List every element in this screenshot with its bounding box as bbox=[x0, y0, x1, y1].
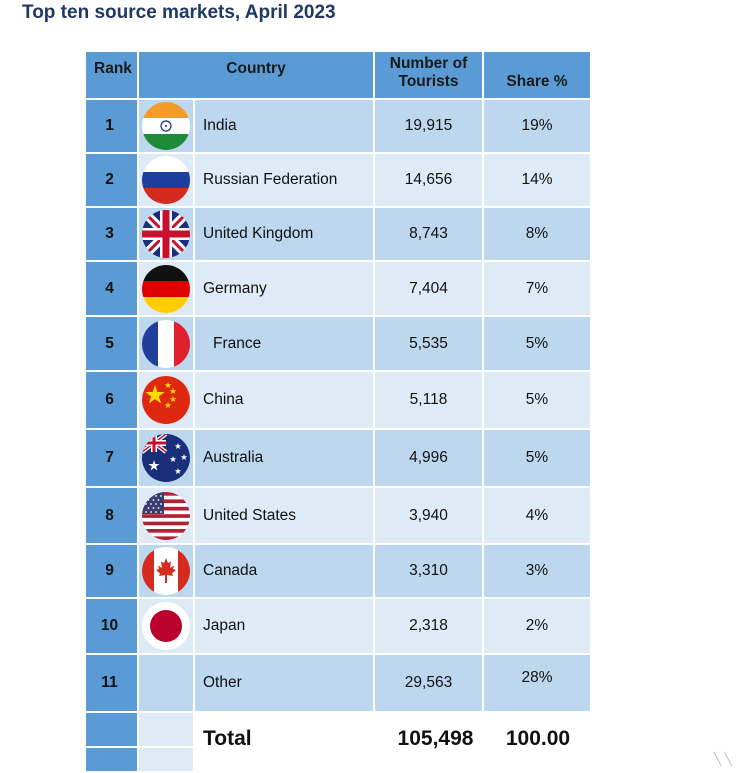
tourists-value: 4,996 bbox=[375, 430, 484, 488]
flag-cell bbox=[139, 655, 195, 713]
header-country: Country bbox=[139, 52, 375, 100]
tourists-value: 14,656 bbox=[375, 154, 484, 208]
share-value: 19% bbox=[484, 100, 592, 154]
country-name: Japan bbox=[195, 599, 375, 655]
country-name: Canada bbox=[195, 545, 375, 599]
country-name: United States bbox=[195, 488, 375, 545]
tourists-value: 5,535 bbox=[375, 317, 484, 372]
flag-cell bbox=[139, 208, 195, 262]
total-tourists: 105,498 bbox=[397, 727, 474, 750]
country-name: China bbox=[195, 372, 375, 430]
total-share: 100.00 bbox=[505, 727, 571, 750]
row-rank: 5 bbox=[86, 317, 139, 372]
flag-cell bbox=[139, 100, 195, 154]
usa-flag-icon bbox=[142, 491, 190, 540]
flag-cell bbox=[139, 262, 195, 317]
header-rank: Rank bbox=[86, 52, 139, 100]
country-name: United Kingdom bbox=[195, 208, 375, 262]
row-rank: 4 bbox=[86, 262, 139, 317]
total-rank-blank bbox=[86, 748, 139, 773]
header-tourists: Number of Tourists bbox=[375, 52, 484, 100]
tourists-value: 5,118 bbox=[375, 372, 484, 430]
country-name: Australia bbox=[195, 430, 375, 488]
flag-cell bbox=[139, 430, 195, 488]
row-rank: 8 bbox=[86, 488, 139, 545]
share-value: 28% bbox=[484, 655, 592, 713]
row-rank: 11 bbox=[86, 655, 139, 713]
tourists-value: 7,404 bbox=[375, 262, 484, 317]
row-rank: 9 bbox=[86, 545, 139, 599]
share-value: 3% bbox=[484, 545, 592, 599]
canada-flag-icon bbox=[142, 547, 190, 595]
share-value: 2% bbox=[484, 599, 592, 655]
total-flag-blank bbox=[139, 748, 195, 773]
tourists-value: 8,743 bbox=[375, 208, 484, 262]
share-value: 8% bbox=[484, 208, 592, 262]
russia-flag-icon bbox=[142, 156, 190, 204]
row-rank-spacer bbox=[86, 713, 139, 748]
uk-flag-icon bbox=[142, 210, 190, 258]
share-value: 14% bbox=[484, 154, 592, 208]
country-name: Other bbox=[195, 655, 375, 713]
row-rank: 2 bbox=[86, 154, 139, 208]
flag-cell bbox=[139, 545, 195, 599]
total-cell bbox=[195, 713, 375, 773]
source-markets-table: Rank Country Number of Tourists Share % … bbox=[86, 52, 592, 773]
page-title: Top ten source markets, April 2023 bbox=[22, 2, 336, 23]
share-value: 4% bbox=[484, 488, 592, 545]
flag-cell bbox=[139, 317, 195, 372]
flag-cell bbox=[139, 488, 195, 545]
share-value: 5% bbox=[484, 317, 592, 372]
share-value: 5% bbox=[484, 372, 592, 430]
tourists-value: 29,563 bbox=[375, 655, 484, 713]
country-name: France bbox=[195, 317, 375, 372]
flag-cell-spacer bbox=[139, 713, 195, 748]
row-rank: 3 bbox=[86, 208, 139, 262]
tourists-value: 2,318 bbox=[375, 599, 484, 655]
tourists-value: 19,915 bbox=[375, 100, 484, 154]
germany-flag-icon bbox=[142, 264, 190, 313]
country-name: India bbox=[195, 100, 375, 154]
flag-cell bbox=[139, 372, 195, 430]
share-value: 5% bbox=[484, 430, 592, 488]
country-name: Russian Federation bbox=[195, 154, 375, 208]
header-share: Share % bbox=[484, 52, 592, 100]
row-rank: 10 bbox=[86, 599, 139, 655]
row-rank: 1 bbox=[86, 100, 139, 154]
total-label: Total bbox=[203, 727, 252, 750]
flag-cell bbox=[139, 599, 195, 655]
india-flag-icon bbox=[142, 102, 190, 150]
china-flag-icon bbox=[142, 376, 190, 424]
japan-flag-icon bbox=[142, 602, 190, 650]
tourists-value: 3,940 bbox=[375, 488, 484, 545]
share-value: 7% bbox=[484, 262, 592, 317]
flag-cell bbox=[139, 154, 195, 208]
row-rank: 6 bbox=[86, 372, 139, 430]
decorative-mark: ╲ ╲ bbox=[714, 752, 732, 766]
france-flag-icon bbox=[142, 319, 190, 368]
row-rank: 7 bbox=[86, 430, 139, 488]
country-name: Germany bbox=[195, 262, 375, 317]
australia-flag-icon bbox=[142, 434, 190, 482]
tourists-value: 3,310 bbox=[375, 545, 484, 599]
